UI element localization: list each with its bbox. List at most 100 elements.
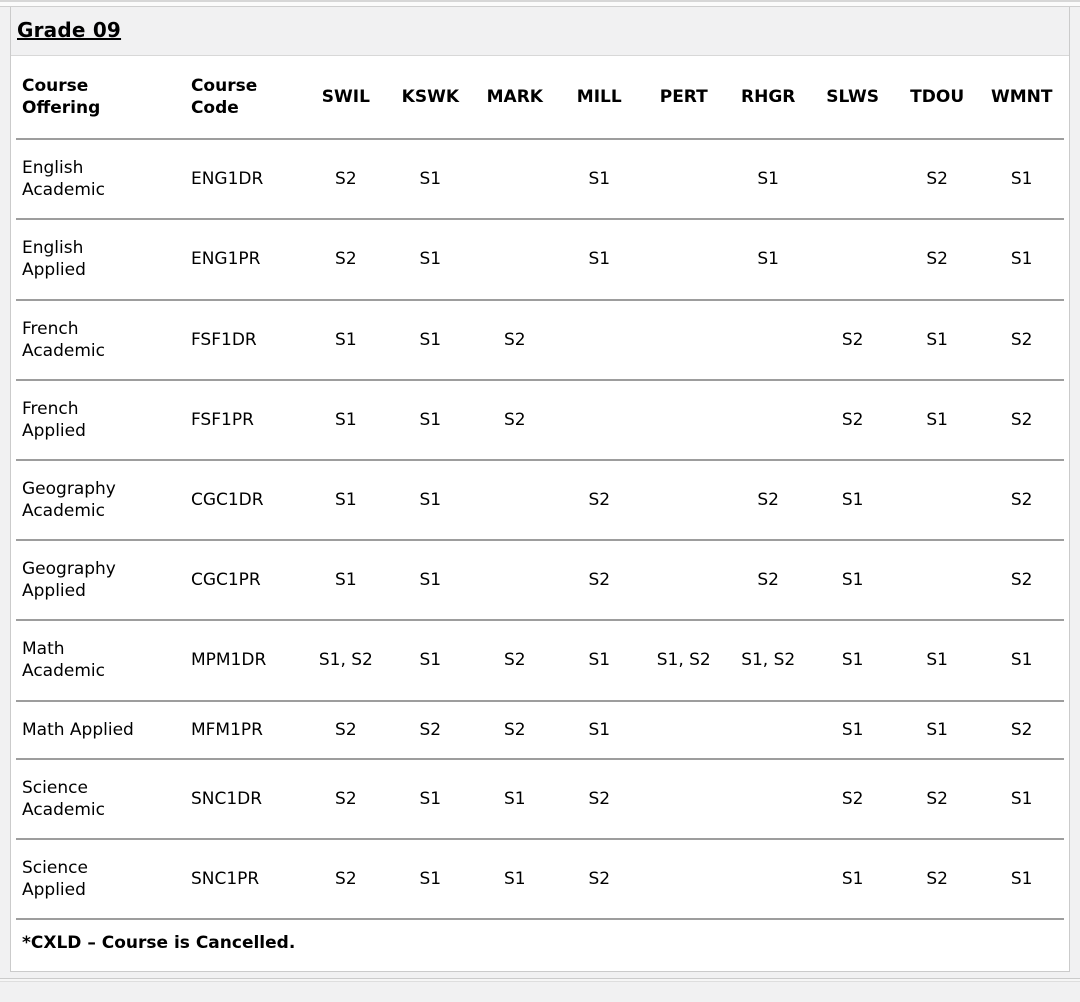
cell-school-pert <box>641 378 726 460</box>
section-title: Grade 09 <box>17 18 122 42</box>
cell-school-tdou: S1 <box>894 298 980 380</box>
cell-school-swil: S2 <box>303 837 389 918</box>
cell-school-mill: S2 <box>557 757 642 839</box>
cell-school-wmnt: S1 <box>979 837 1064 918</box>
column-header-tdou: TDOU <box>910 87 965 108</box>
cell-school-slws: S1 <box>810 699 895 759</box>
cell-school-mark: S2 <box>472 699 558 759</box>
cell-school-mill: S2 <box>557 539 642 621</box>
table-header: Course Offering Course Code SWIL KSWK MARK MI… <box>16 56 1064 139</box>
column-header-wmnt: WMNT <box>990 87 1053 108</box>
column-header-code: Course Code <box>190 76 258 119</box>
cell-school-kswk: S1 <box>388 298 473 380</box>
cell-school-pert: S1, S2 <box>641 619 726 701</box>
cell-school-tdou: S1 <box>894 619 980 701</box>
cell-school-mark: S2 <box>472 619 558 701</box>
table-body: English Academic ENG1DR S2 S1 S1 S1 S2 S1 Englis… <box>16 138 1064 918</box>
table-row: French Applied FSF1PR S1 S1 S2 S2 S1 S2 <box>16 378 1064 460</box>
cell-offering: English Applied <box>16 218 185 300</box>
cell-school-tdou: S2 <box>894 837 980 918</box>
cell-school-mill: S2 <box>557 458 642 541</box>
cell-school-wmnt: S2 <box>979 539 1064 621</box>
cell-school-slws: S2 <box>810 757 895 839</box>
course-schedule-table: Course Offering Course Code SWIL KSWK MARK MI… <box>16 56 1064 918</box>
cell-school-mill: S2 <box>557 837 642 918</box>
cell-school-wmnt: S2 <box>979 458 1064 541</box>
cell-school-rhgr <box>725 378 811 460</box>
cell-school-mill: S1 <box>557 218 642 300</box>
cell-school-rhgr <box>725 699 811 759</box>
previous-section-edge <box>0 0 1080 7</box>
cell-school-rhgr <box>725 298 811 380</box>
cell-school-kswk: S1 <box>388 378 473 460</box>
cell-school-swil: S1 <box>303 458 389 541</box>
cell-code: FSF1PR <box>184 378 304 460</box>
cell-school-wmnt: S2 <box>979 699 1064 759</box>
cell-code: ENG1PR <box>184 218 304 300</box>
cell-school-swil: S1, S2 <box>303 619 389 701</box>
cell-school-pert <box>641 218 726 300</box>
cell-school-swil: S1 <box>303 539 389 621</box>
cell-school-tdou: S2 <box>894 218 980 300</box>
cell-school-slws: S2 <box>810 378 895 460</box>
cell-offering: French Academic <box>16 298 185 380</box>
cell-school-wmnt: S2 <box>979 298 1064 380</box>
cell-school-mill: S1 <box>557 138 642 220</box>
cell-school-mark <box>472 218 558 300</box>
cell-school-slws: S1 <box>810 619 895 701</box>
cell-school-rhgr: S1 <box>725 218 811 300</box>
cell-school-slws <box>810 218 895 300</box>
cell-school-kswk: S1 <box>388 218 473 300</box>
table-row: English Applied ENG1PR S2 S1 S1 S1 S2 S1 <box>16 218 1064 300</box>
cell-school-pert <box>641 837 726 918</box>
cell-school-mill: S1 <box>557 699 642 759</box>
cell-code: SNC1PR <box>184 837 304 918</box>
cell-school-kswk: S1 <box>388 458 473 541</box>
cell-school-wmnt: S2 <box>979 378 1064 460</box>
cell-offering: Geography Applied <box>16 539 185 621</box>
cell-school-rhgr: S1 <box>725 138 811 220</box>
cell-school-tdou: S1 <box>894 378 980 460</box>
cell-school-wmnt: S1 <box>979 138 1064 220</box>
cell-school-pert <box>641 757 726 839</box>
cell-school-kswk: S1 <box>388 837 473 918</box>
cell-school-tdou <box>894 458 980 541</box>
cell-school-wmnt: S1 <box>979 757 1064 839</box>
column-header-slws: SLWS <box>826 87 880 108</box>
column-header-swil: SWIL <box>321 87 370 108</box>
cell-offering: Science Applied <box>16 837 185 918</box>
cell-school-swil: S1 <box>303 378 389 460</box>
cell-offering: French Applied <box>16 378 185 460</box>
table-row: Geography Applied CGC1PR S1 S1 S2 S2 S1 S2 <box>16 539 1064 621</box>
cell-school-mark: S1 <box>472 837 558 918</box>
column-header-rhgr: RHGR <box>741 87 796 108</box>
cell-school-mill <box>557 378 642 460</box>
cell-school-mark <box>472 138 558 220</box>
cell-offering: Geography Academic <box>16 458 185 541</box>
column-header-kswk: KSWK <box>401 87 459 108</box>
cell-school-kswk: S1 <box>388 138 473 220</box>
column-header-mill: MILL <box>576 87 622 108</box>
cell-school-kswk: S1 <box>388 539 473 621</box>
cell-school-slws: S1 <box>810 837 895 918</box>
next-section-edge <box>0 977 1080 982</box>
cell-offering: Science Academic <box>16 757 185 839</box>
cell-school-slws <box>810 138 895 220</box>
cell-code: ENG1DR <box>184 138 304 220</box>
cell-school-pert <box>641 138 726 220</box>
column-header-pert: PERT <box>659 87 708 108</box>
grade-section: Grade 09 Course Offering Course Code SWIL K… <box>10 7 1070 972</box>
cell-code: FSF1DR <box>184 298 304 380</box>
header-row: Course Offering Course Code SWIL KSWK MARK MI… <box>16 56 1064 139</box>
cell-school-rhgr: S2 <box>725 458 811 541</box>
cell-school-mark: S1 <box>472 757 558 839</box>
cell-code: CGC1DR <box>184 458 304 541</box>
cell-code: CGC1PR <box>184 539 304 621</box>
cell-school-slws: S1 <box>810 458 895 541</box>
cell-school-swil: S2 <box>303 138 389 220</box>
cell-school-rhgr: S2 <box>725 539 811 621</box>
cell-school-mill <box>557 298 642 380</box>
table-row: Science Applied SNC1PR S2 S1 S1 S2 S1 S2 S1 <box>16 837 1064 918</box>
cell-school-swil: S2 <box>303 757 389 839</box>
cell-offering: English Academic <box>16 138 185 220</box>
